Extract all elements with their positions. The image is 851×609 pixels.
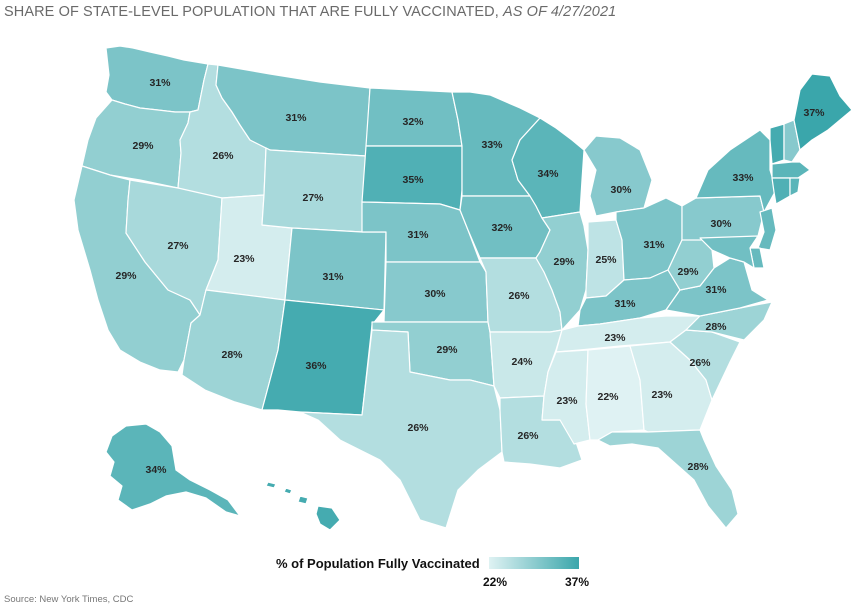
legend-max-label: 37% — [565, 575, 590, 589]
state-label-az: 28% — [221, 349, 243, 361]
state-nj — [757, 207, 777, 251]
legend-min-label: 22% — [483, 575, 508, 589]
state-ct — [771, 177, 791, 205]
state-label-tn: 23% — [604, 332, 626, 344]
state-label-tx: 26% — [407, 422, 429, 434]
state-ny — [695, 129, 777, 213]
state-ak — [105, 423, 241, 517]
state-co — [284, 227, 387, 311]
state-label-sd: 35% — [402, 174, 424, 186]
state-label-nm: 36% — [305, 360, 327, 372]
state-label-ar: 24% — [511, 356, 533, 368]
title-main: SHARE OF STATE-LEVEL POPULATION THAT ARE… — [4, 4, 504, 20]
state-vt — [769, 123, 785, 165]
state-label-mo: 26% — [508, 290, 530, 302]
state-label-va: 31% — [705, 284, 727, 296]
state-label-wi: 34% — [537, 168, 559, 180]
state-label-fl: 28% — [687, 461, 709, 473]
state-label-nv: 27% — [167, 240, 189, 252]
state-mi — [583, 135, 653, 217]
title-as-of: AS OF 4/27/2021 — [503, 4, 617, 20]
source-note: Source: New York Times, CDC — [4, 594, 134, 605]
state-label-mi: 30% — [610, 184, 632, 196]
state-label-nd: 32% — [402, 116, 424, 128]
state-label-mn: 33% — [481, 139, 503, 151]
state-fl — [597, 429, 739, 529]
state-ma — [771, 161, 811, 179]
state-me — [793, 73, 851, 151]
state-label-wy: 27% — [302, 192, 324, 204]
state-nv — [125, 179, 223, 316]
state-label-or: 29% — [132, 140, 154, 152]
state-label-ok: 29% — [436, 344, 458, 356]
state-label-ms: 23% — [556, 395, 578, 407]
state-label-mt: 31% — [285, 112, 307, 124]
state-label-ca: 29% — [115, 270, 137, 282]
state-label-ky: 31% — [614, 298, 636, 310]
state-ri — [789, 177, 801, 197]
state-label-ne: 31% — [407, 229, 429, 241]
state-label-me: 37% — [803, 107, 825, 119]
state-label-la: 26% — [517, 430, 539, 442]
state-label-wa: 31% — [149, 77, 171, 89]
state-wy — [261, 147, 367, 233]
state-md — [699, 235, 759, 269]
state-label-pa: 30% — [710, 218, 732, 230]
state-label-al: 22% — [597, 391, 619, 403]
legend-title: % of Population Fully Vaccinated — [276, 556, 480, 571]
map-title: SHARE OF STATE-LEVEL POPULATION THAT ARE… — [4, 4, 616, 20]
state-label-ga: 23% — [651, 389, 673, 401]
state-hi — [265, 481, 341, 531]
state-label-ia: 32% — [491, 222, 513, 234]
state-label-in: 25% — [595, 254, 617, 266]
state-label-ut: 23% — [233, 253, 255, 265]
state-label-wv: 29% — [677, 266, 699, 278]
state-label-sc: 26% — [689, 357, 711, 369]
state-label-ak: 34% — [145, 464, 167, 476]
state-tx — [299, 329, 503, 529]
state-label-il: 29% — [553, 256, 575, 268]
state-label-co: 31% — [322, 271, 344, 283]
legend-gradient-bar — [489, 557, 579, 569]
state-label-ks: 30% — [424, 288, 446, 300]
state-label-nc: 28% — [705, 321, 727, 333]
state-label-oh: 31% — [643, 239, 665, 251]
state-il — [535, 211, 589, 331]
state-label-id: 26% — [212, 150, 234, 162]
state-label-ny: 33% — [732, 172, 754, 184]
